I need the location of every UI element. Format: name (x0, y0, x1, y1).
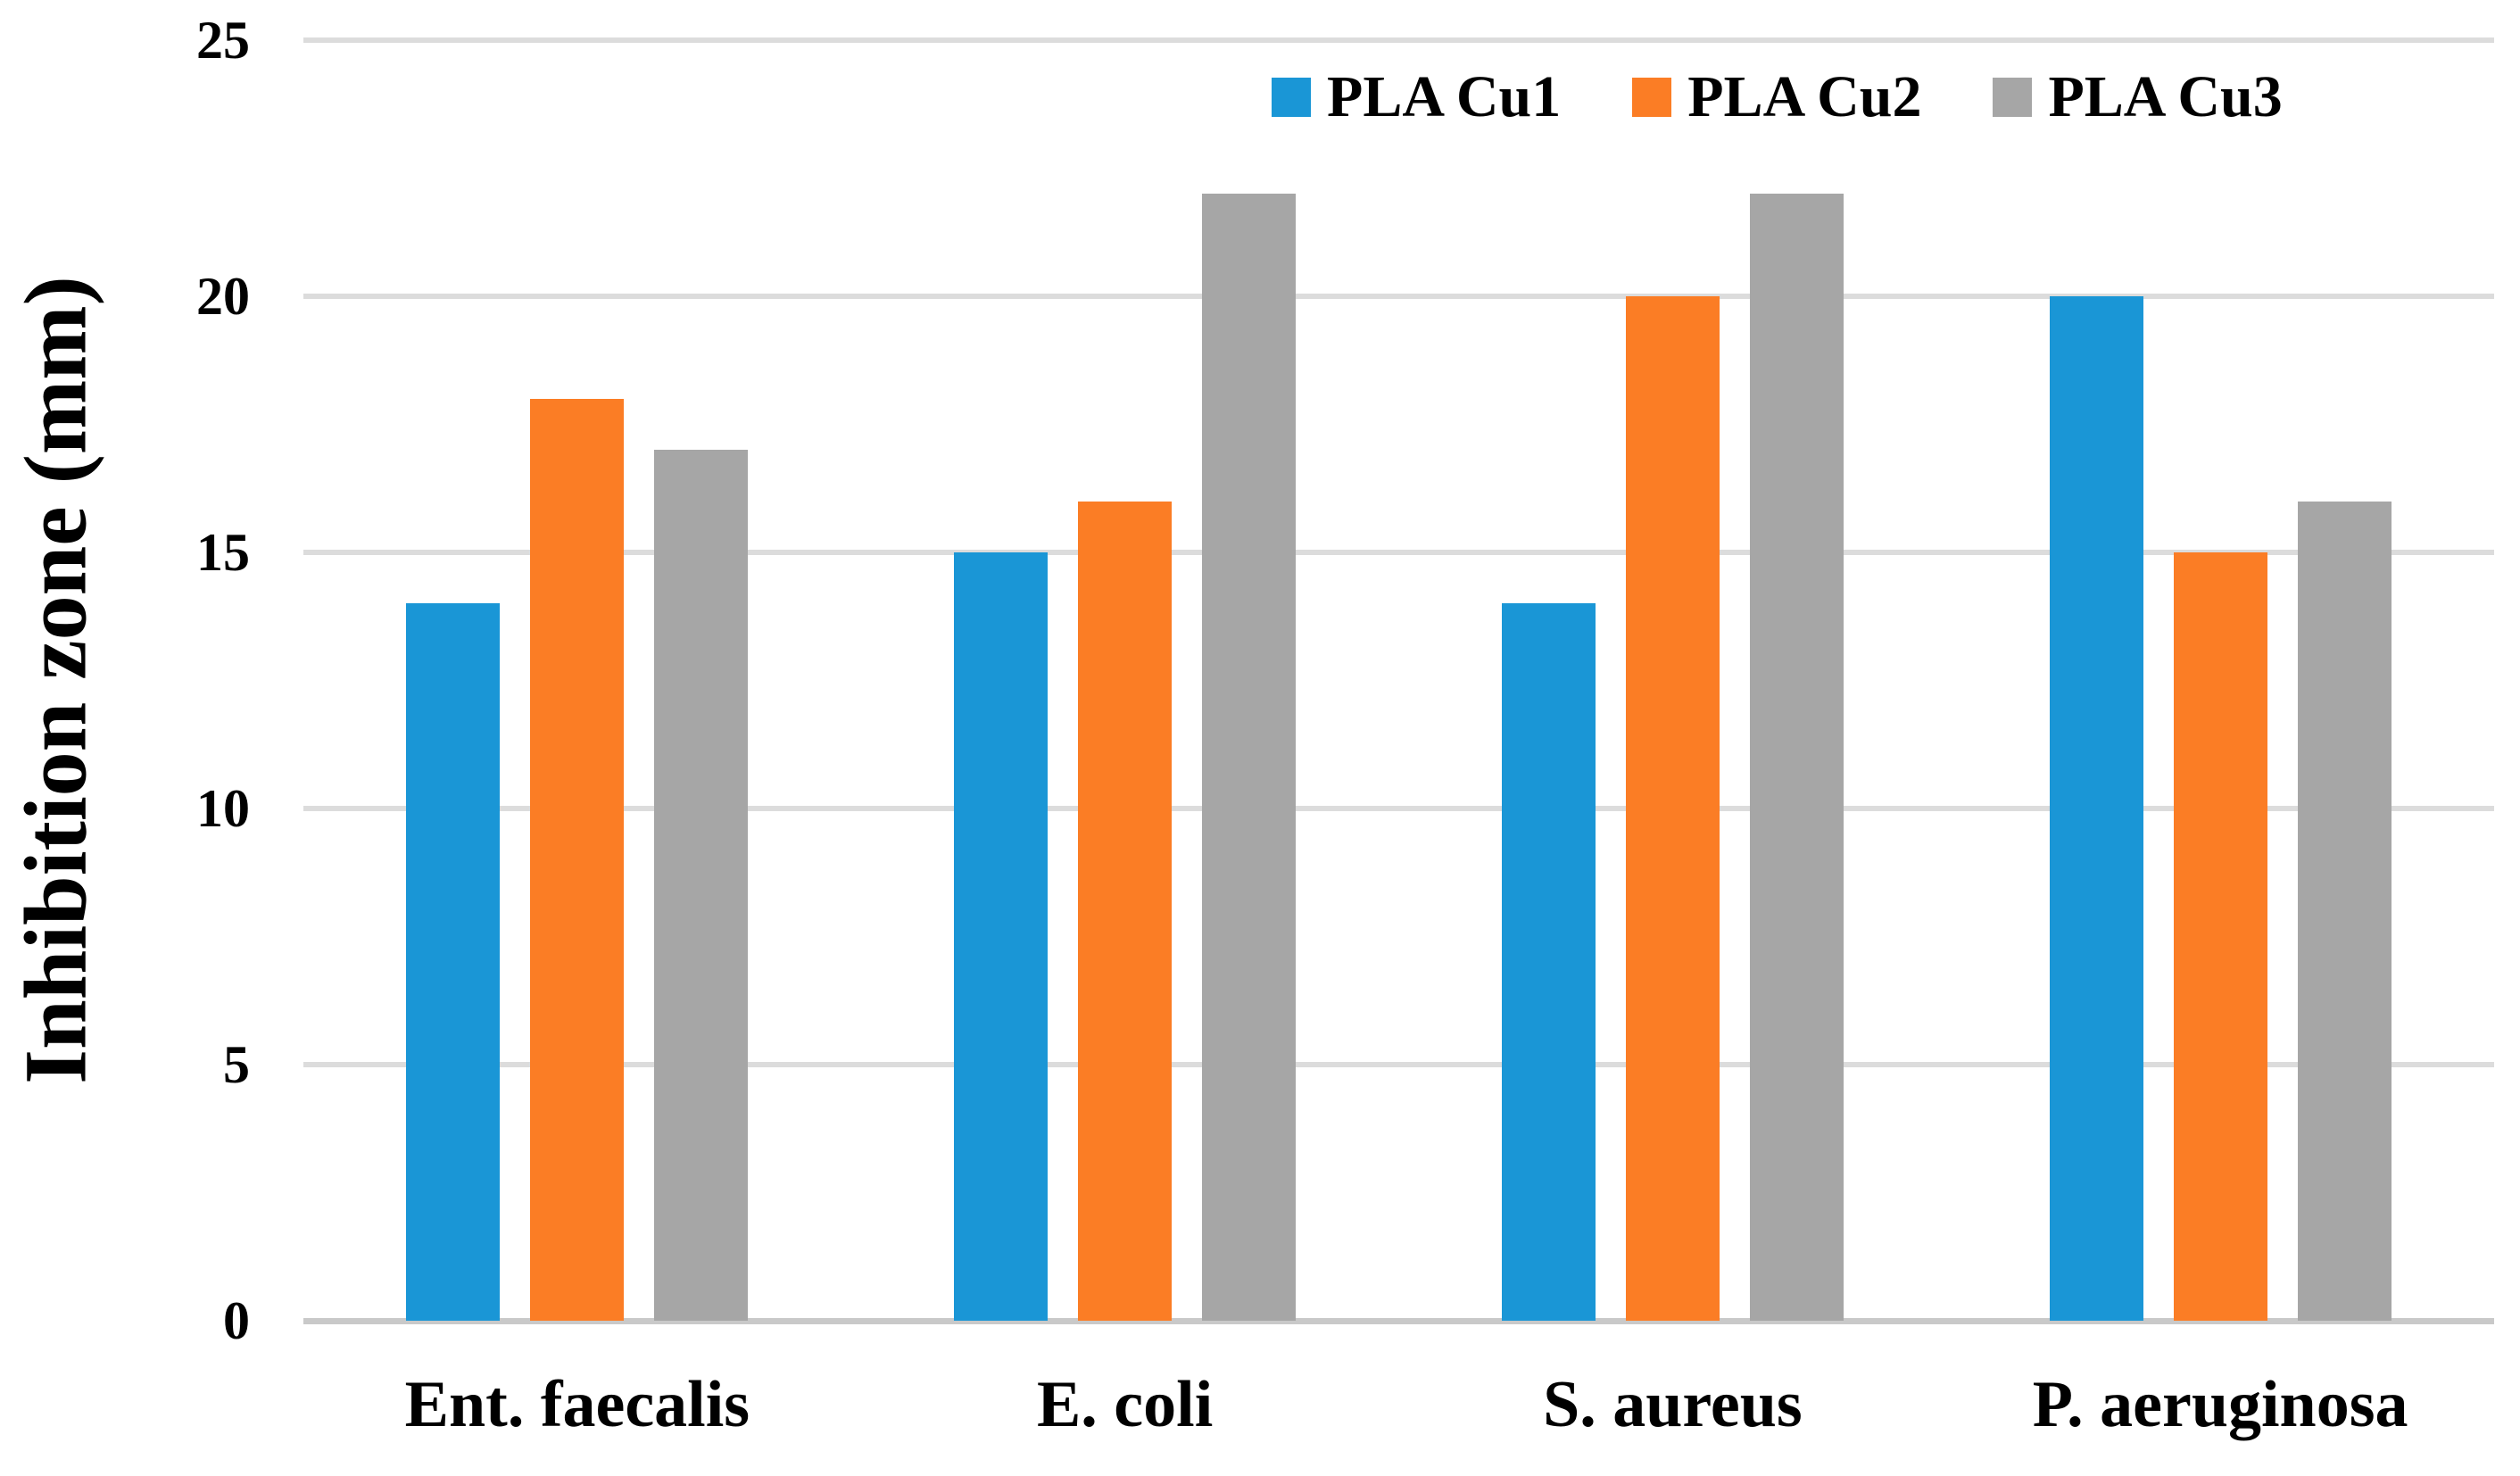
bar-pla-cu1-ent-faecalis (406, 603, 501, 1321)
bar-pla-cu2-e-coli (1078, 501, 1173, 1321)
bar-pla-cu3-e-coli (1202, 194, 1297, 1321)
gridline-10 (303, 806, 2494, 811)
x-category-s-aureus: S. aureus (1543, 1368, 1803, 1441)
gridline-25 (303, 37, 2494, 43)
bar-pla-cu2-ent-faecalis (530, 398, 625, 1321)
bar-pla-cu2-p-aeruginosa (2173, 552, 2267, 1321)
y-tick-10: 10 (196, 779, 250, 838)
x-category-e-coli: E. coli (1036, 1368, 1214, 1441)
bar-pla-cu1-p-aeruginosa (2049, 296, 2143, 1321)
legend-label: PLA Cu3 (2048, 64, 2283, 129)
legend-item-pla-cu2: PLA Cu2 (1632, 68, 1921, 127)
y-tick-0: 0 (223, 1291, 250, 1350)
x-category-ent-faecalis: Ent. faecalis (404, 1368, 750, 1441)
bar-pla-cu3-p-aeruginosa (2297, 501, 2392, 1321)
bar-pla-cu1-e-coli (954, 552, 1049, 1321)
y-tick-25: 25 (196, 11, 250, 70)
legend-label: PLA Cu2 (1687, 64, 1922, 129)
plot-area (303, 37, 2494, 1324)
legend-swatch-icon (1993, 78, 2033, 117)
bar-pla-cu3-s-aureus (1749, 194, 1844, 1321)
bar-pla-cu2-s-aureus (1625, 296, 1720, 1321)
legend-label: PLA Cu1 (1327, 64, 1562, 129)
legend-item-pla-cu1: PLA Cu1 (1272, 68, 1561, 127)
y-axis-title: Inhibition zone (mm) (5, 276, 105, 1084)
x-axis-line (303, 1318, 2494, 1324)
legend-item-pla-cu3: PLA Cu3 (1993, 64, 2283, 129)
legend: PLA Cu1 PLA Cu2 PLA Cu3 (1272, 66, 2283, 129)
gridline-5 (303, 1062, 2494, 1067)
bar-pla-cu3-ent-faecalis (654, 450, 749, 1321)
y-tick-20: 20 (196, 267, 250, 326)
y-tick-5: 5 (223, 1035, 250, 1094)
gridline-20 (303, 294, 2494, 299)
legend-swatch-icon (1632, 78, 1672, 117)
x-category-p-aeruginosa: P. aeruginosa (2032, 1368, 2408, 1441)
legend-swatch-icon (1272, 78, 1311, 117)
y-tick-15: 15 (196, 523, 250, 582)
gridline-15 (303, 550, 2494, 555)
bar-pla-cu1-s-aureus (1501, 603, 1596, 1321)
